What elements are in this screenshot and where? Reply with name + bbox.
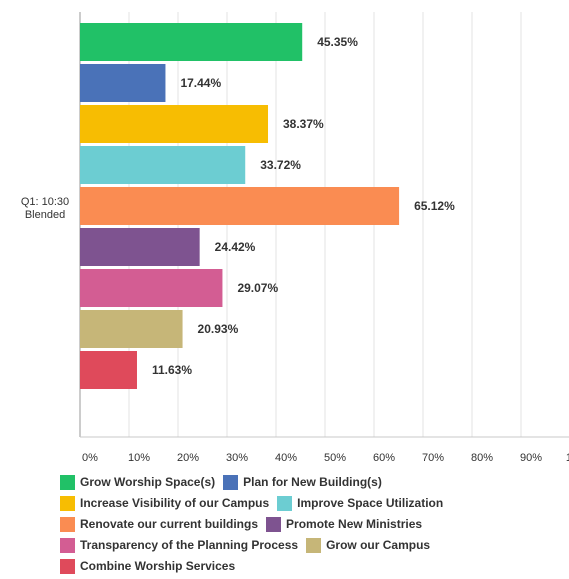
- legend-item: Plan for New Building(s): [223, 474, 382, 490]
- category-label: Q1: 10:30: [21, 196, 69, 208]
- data-label: 11.63%: [152, 363, 192, 377]
- legend-label: Increase Visibility of our Campus: [80, 496, 270, 510]
- legend-label: Combine Worship Services: [80, 559, 236, 573]
- legend-item: Transparency of the Planning Process: [60, 537, 298, 553]
- bar: [80, 269, 223, 307]
- bar: [80, 187, 400, 225]
- bar: [80, 310, 183, 348]
- data-label: 17.44%: [180, 76, 221, 90]
- data-label: 38.37%: [283, 117, 324, 131]
- value-labels: 45.35% 17.44% 38.37% 33.72% 65.12% 24.42% 29.0…: [152, 35, 455, 377]
- legend-item: Grow Worship Space(s): [60, 474, 215, 490]
- legend-swatch: [60, 537, 75, 553]
- data-label: 65.12%: [414, 199, 455, 213]
- bar: [80, 105, 269, 143]
- x-tick-label: 50%: [324, 452, 346, 464]
- x-tick-label: 30%: [226, 452, 248, 464]
- legend-swatch: [277, 495, 293, 511]
- x-axis: 0% 10% 20% 30% 40% 50% 60% 70% 80% 90% 100%: [80, 436, 569, 464]
- legend-label: Grow Worship Space(s): [80, 475, 216, 489]
- legend-item: Increase Visibility of our Campus: [60, 495, 269, 511]
- legend-swatch: [60, 558, 75, 574]
- legend-label: Grow our Campus: [326, 538, 431, 552]
- bars: [80, 23, 400, 389]
- x-tick-label: 0%: [82, 452, 98, 464]
- x-tick-label: 80%: [471, 452, 493, 464]
- bar: [80, 228, 200, 266]
- x-tick-label: 90%: [520, 452, 542, 464]
- bar: [80, 146, 246, 184]
- x-tick-label: 100%: [566, 452, 569, 464]
- legend-label: Renovate our current buildings: [80, 517, 259, 531]
- legend-label: Improve Space Utilization: [297, 496, 444, 510]
- data-label: 29.07%: [237, 281, 278, 295]
- legend-swatch: [223, 474, 239, 490]
- bar: [80, 351, 137, 389]
- bar-chart: 0% 10% 20% 30% 40% 50% 60% 70% 80% 90% 100% 45.35%…: [21, 12, 569, 464]
- legend-swatch: [60, 474, 75, 490]
- legend-swatch: [266, 516, 282, 532]
- x-tick-label: 70%: [422, 452, 444, 464]
- legend-label: Plan for New Building(s): [243, 475, 382, 489]
- legend-item: Promote New Ministries: [266, 516, 422, 532]
- bar: [80, 23, 303, 61]
- data-label: 24.42%: [215, 240, 256, 254]
- x-tick-label: 10%: [128, 452, 150, 464]
- category-label: Blended: [25, 209, 65, 221]
- legend-item: Improve Space Utilization: [277, 495, 443, 511]
- legend-item: Combine Worship Services: [60, 558, 235, 574]
- legend-swatch: [60, 495, 75, 511]
- legend-item: Renovate our current buildings: [60, 516, 258, 532]
- legend-swatch: [60, 516, 75, 532]
- legend-label: Transparency of the Planning Process: [80, 538, 299, 552]
- x-tick-label: 40%: [275, 452, 297, 464]
- legend: Grow Worship Space(s) Plan for New Buildi…: [60, 474, 560, 574]
- legend-item: Grow our Campus: [306, 537, 430, 553]
- legend-label: Promote New Ministries: [286, 517, 423, 531]
- data-label: 33.72%: [260, 158, 301, 172]
- x-tick-label: 20%: [177, 452, 199, 464]
- legend-swatch: [306, 537, 322, 553]
- bar: [80, 64, 166, 102]
- data-label: 45.35%: [317, 35, 358, 49]
- x-tick-label: 60%: [373, 452, 395, 464]
- data-label: 20.93%: [198, 322, 239, 336]
